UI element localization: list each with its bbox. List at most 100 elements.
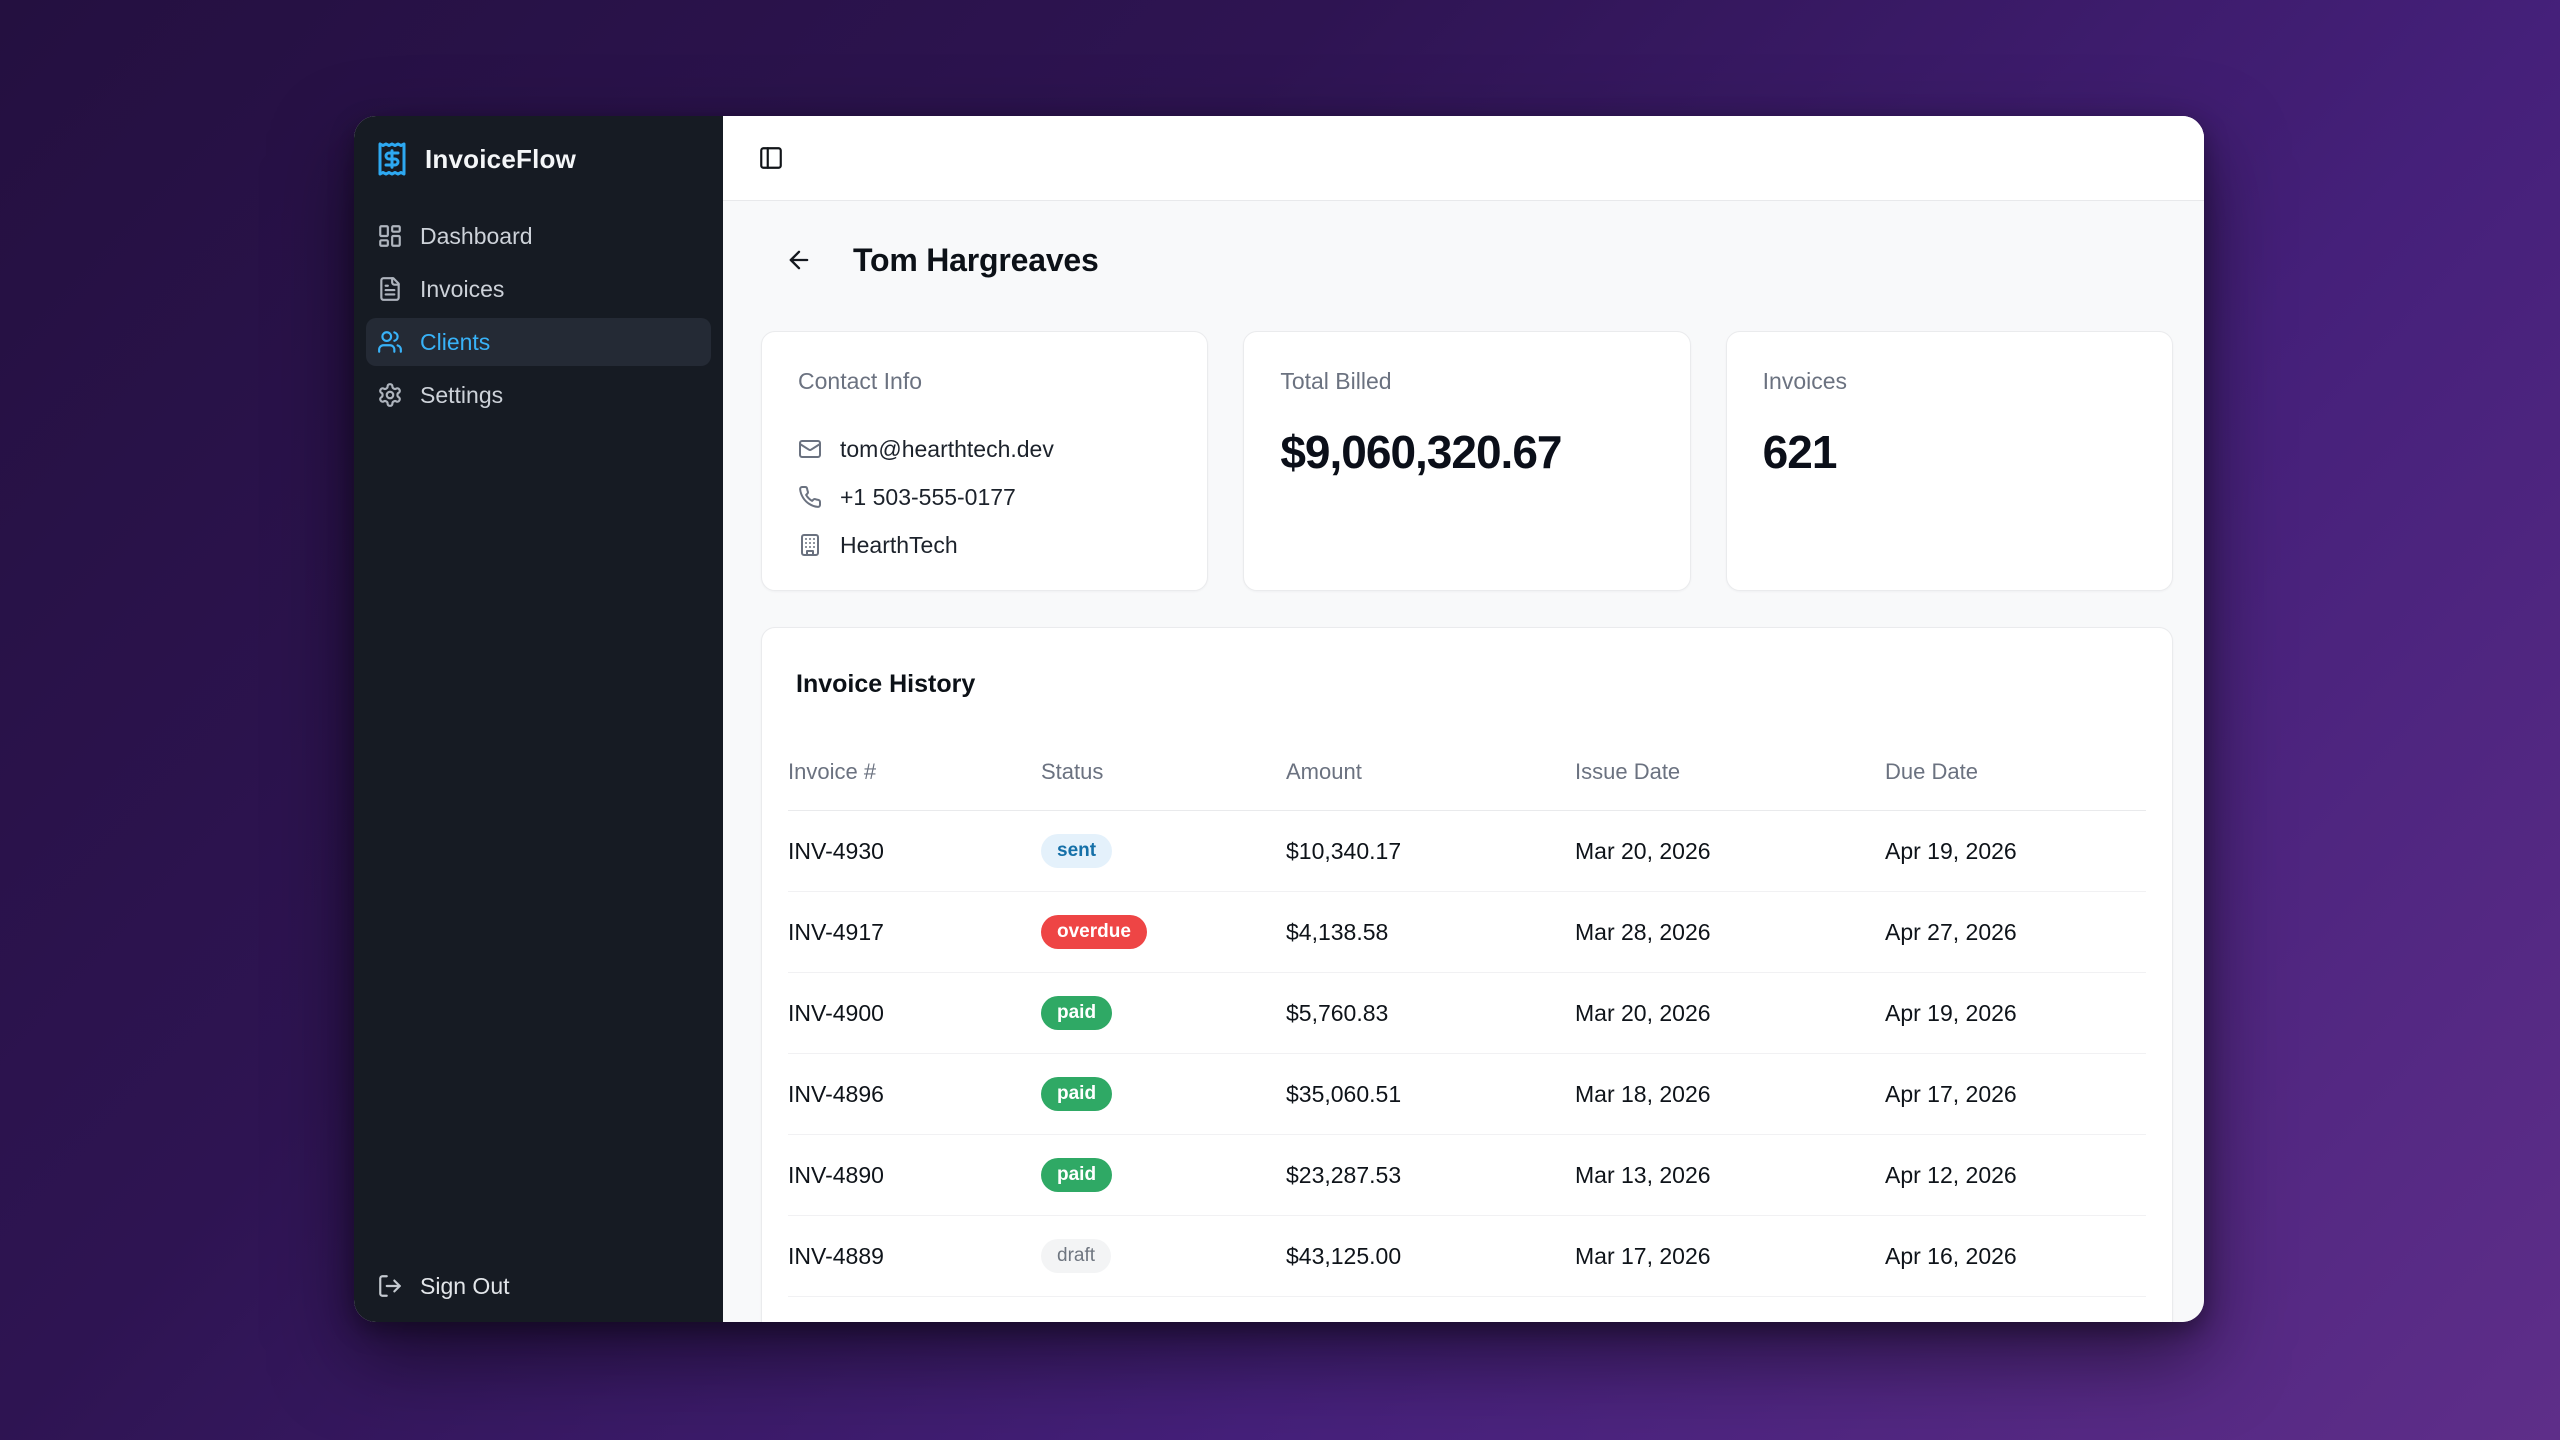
contact-email: tom@hearthtech.dev [840,435,1054,462]
status-cell: paid [1041,1076,1286,1112]
back-button[interactable] [779,240,819,280]
table-row[interactable]: INV-4889 draft $43,125.00 Mar 17, 2026 A… [788,1216,2146,1297]
total-billed-card: Total Billed $9,060,320.67 [1243,331,1691,591]
issue-date-cell: Mar 28, 2026 [1575,918,1711,945]
table-row-clipped [788,1297,2146,1322]
due-date-cell: Apr 12, 2026 [1885,1161,2017,1188]
amount-cell: $5,760.83 [1286,999,1389,1026]
invoice-number-cell: INV-4900 [788,999,884,1026]
due-date-cell: Apr 17, 2026 [1885,1080,2017,1107]
status-badge: sent [1041,833,1113,869]
contact-company: HearthTech [840,531,958,558]
panel-left-icon [760,147,782,169]
sidebar-toggle-button[interactable] [751,138,791,178]
sidebar: InvoiceFlow Dashboard Invoices Clients S… [354,116,723,1322]
users-icon [378,331,402,353]
layout-dashboard-icon [379,225,401,247]
column-header-invoice: Invoice # [788,759,877,784]
total-billed-value: $9,060,320.67 [1280,426,1562,478]
page-content: Tom Hargreaves Contact Info tom@hearthte… [723,201,2204,1322]
sidebar-item-dashboard[interactable]: Dashboard [366,212,711,260]
table-row[interactable]: INV-4930 sent $10,340.17 Mar 20, 2026 Ap… [788,811,2146,892]
table-row[interactable]: INV-4900 paid $5,760.83 Mar 20, 2026 Apr… [788,973,2146,1054]
status-cell: paid [1041,1157,1286,1193]
invoice-number-cell: INV-4917 [788,918,884,945]
column-header-issue-date: Issue Date [1575,759,1681,784]
log-out-icon [379,1275,401,1297]
status-cell: draft [1041,1238,1286,1274]
issue-date-cell: Mar 17, 2026 [1575,1242,1711,1269]
table-title: Invoice History [796,670,976,698]
column-header-status: Status [1041,759,1104,784]
table-header-row: Invoice # Status Amount Issue Date Due D… [788,699,2146,811]
invoice-history-card: Invoice History Invoice # Status Amount … [761,627,2173,1322]
invoice-number-cell: INV-4930 [788,837,884,864]
sidebar-item-label: Settings [420,381,504,408]
due-date-cell: Apr 16, 2026 [1885,1242,2017,1269]
amount-cell: $35,060.51 [1286,1080,1402,1107]
table-row[interactable]: INV-4890 paid $23,287.53 Mar 13, 2026 Ap… [788,1135,2146,1216]
invoice-count-value: 621 [1762,426,1838,478]
receipt-dollar-icon [378,142,406,176]
contact-email-row: tom@hearthtech.dev [798,433,1171,465]
app-window: InvoiceFlow Dashboard Invoices Clients S… [354,116,2204,1322]
arrow-left-icon [789,250,809,270]
table-row[interactable]: INV-4917 overdue $4,138.58 Mar 28, 2026 … [788,892,2146,973]
sidebar-item-label: Dashboard [420,222,533,249]
phone-icon [799,485,822,508]
gear-icon [379,383,401,407]
due-date-cell: Apr 19, 2026 [1885,999,2017,1026]
amount-cell: $43,125.00 [1286,1242,1402,1269]
card-title: Invoices [1762,368,1848,394]
card-title: Total Billed [1280,368,1392,394]
status-badge: draft [1041,1238,1112,1274]
topbar [723,116,2204,201]
status-cell: overdue [1041,914,1286,950]
page-header: Tom Hargreaves [779,237,2173,283]
contact-info-card: Contact Info tom@hearthtech.dev +1 503-5… [761,331,1209,591]
invoice-number-cell: INV-4890 [788,1161,884,1188]
sidebar-item-invoices[interactable]: Invoices [366,265,711,313]
file-text-icon [380,277,400,301]
column-header-amount: Amount [1286,759,1362,784]
invoice-number-cell: INV-4889 [788,1242,884,1269]
page-title: Tom Hargreaves [853,241,1099,278]
card-title: Contact Info [798,368,923,394]
sign-out-label: Sign Out [420,1272,510,1299]
main-area: Tom Hargreaves Contact Info tom@hearthte… [723,116,2204,1322]
issue-date-cell: Mar 13, 2026 [1575,1161,1711,1188]
app-logo: InvoiceFlow [366,134,711,184]
issue-date-cell: Mar 20, 2026 [1575,837,1711,864]
contact-phone: +1 503-555-0177 [840,483,1016,510]
status-badge: overdue [1041,914,1147,950]
table-row[interactable]: INV-4896 paid $35,060.51 Mar 18, 2026 Ap… [788,1054,2146,1135]
sidebar-nav: Dashboard Invoices Clients Settings [366,212,711,419]
sidebar-item-label: Clients [420,328,491,355]
sidebar-item-label: Invoices [420,275,505,302]
stat-cards: Contact Info tom@hearthtech.dev +1 503-5… [761,331,2173,591]
sidebar-item-settings[interactable]: Settings [366,371,711,419]
status-badge: paid [1041,995,1113,1031]
amount-cell: $23,287.53 [1286,1161,1402,1188]
contact-phone-row: +1 503-555-0177 [798,481,1171,513]
status-badge: paid [1041,1076,1113,1112]
table-body: INV-4930 sent $10,340.17 Mar 20, 2026 Ap… [788,811,2146,1297]
status-cell: sent [1041,833,1286,869]
issue-date-cell: Mar 18, 2026 [1575,1080,1711,1107]
status-badge: paid [1041,1157,1113,1193]
invoice-count-card: Invoices 621 [1725,331,2173,591]
sidebar-item-clients[interactable]: Clients [366,318,711,366]
contact-company-row: HearthTech [798,529,1171,561]
mail-icon [799,440,821,458]
amount-cell: $4,138.58 [1286,918,1389,945]
issue-date-cell: Mar 20, 2026 [1575,999,1711,1026]
invoice-number-cell: INV-4896 [788,1080,884,1107]
due-date-cell: Apr 19, 2026 [1885,837,2017,864]
due-date-cell: Apr 27, 2026 [1885,918,2017,945]
app-name: InvoiceFlow [425,143,577,174]
amount-cell: $10,340.17 [1286,837,1402,864]
status-cell: paid [1041,995,1286,1031]
sidebar-spacer [366,419,711,1262]
sign-out-button[interactable]: Sign Out [366,1262,711,1310]
